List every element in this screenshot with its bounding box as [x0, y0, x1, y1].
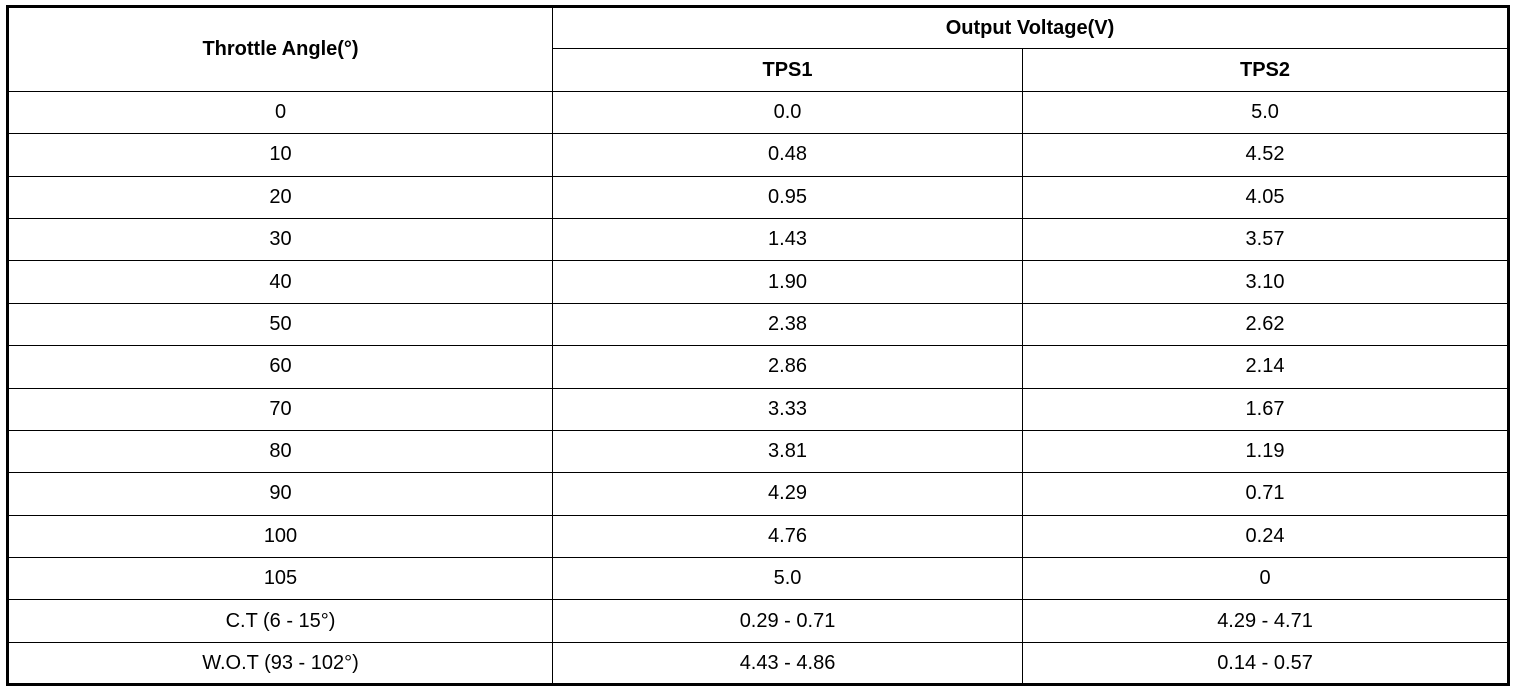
table-cell: 0.48 — [552, 133, 1023, 177]
table-cell: 60 — [7, 345, 553, 389]
table-row: 0 0.0 5.0 — [7, 90, 1509, 135]
table-row: 30 1.43 3.57 — [7, 217, 1509, 262]
table-cell: 105 — [7, 557, 553, 601]
header-row: TPS1 TPS2 — [8, 48, 1509, 92]
table-row: W.O.T (93 - 102°) 4.43 - 4.86 0.14 - 0.57 — [7, 641, 1509, 686]
table-row: 10 0.48 4.52 — [7, 133, 1509, 177]
table-cell: 0.95 — [552, 175, 1023, 219]
table-cell: 2.14 — [1022, 345, 1509, 389]
table-cell: 3.33 — [552, 387, 1023, 431]
table-row: 50 2.38 2.62 — [7, 302, 1509, 347]
header-cell: TPS1 — [552, 48, 1023, 92]
table-cell: 10 — [7, 133, 553, 177]
table-head: Throttle Angle(°) Output Voltage(V) TPS1… — [7, 5, 1509, 92]
table-row: 20 0.95 4.05 — [7, 175, 1509, 219]
table-cell: 50 — [7, 302, 553, 347]
table-row: 40 1.90 3.10 — [7, 260, 1509, 304]
table-row: 90 4.29 0.71 — [7, 472, 1509, 516]
table-cell: 5.0 — [1022, 90, 1509, 135]
table-row: 70 3.33 1.67 — [7, 387, 1509, 431]
table-cell: 1.90 — [552, 260, 1023, 304]
table-cell: W.O.T (93 - 102°) — [7, 641, 553, 686]
table-cell: 3.10 — [1022, 260, 1509, 304]
table-row: 60 2.86 2.14 — [7, 345, 1509, 389]
table-cell: 3.57 — [1022, 217, 1509, 262]
table-cell: 2.62 — [1022, 302, 1509, 347]
table-body: 0 0.0 5.0 10 0.48 4.52 20 0.95 4.05 30 1.43 3.57 40 1… — [7, 90, 1509, 686]
table-row: 100 4.76 0.24 — [7, 514, 1509, 559]
table-cell: 5.0 — [552, 557, 1023, 601]
table-cell: 4.52 — [1022, 133, 1509, 177]
table-cell: 4.43 - 4.86 — [552, 641, 1023, 686]
table-cell: 0 — [1022, 557, 1509, 601]
table-cell: 4.29 — [552, 472, 1023, 516]
table-cell: 0.24 — [1022, 514, 1509, 559]
table-cell: 3.81 — [552, 429, 1023, 474]
header-cell: Throttle Angle(°) — [7, 6, 553, 92]
table-cell: 0.0 — [552, 90, 1023, 135]
header-cell: Output Voltage(V) — [552, 5, 1509, 50]
voltage-table: Throttle Angle(°) Output Voltage(V) TPS1… — [6, 5, 1510, 687]
table-row: C.T (6 - 15°) 0.29 - 0.71 4.29 - 4.71 — [7, 599, 1509, 643]
table-cell: 100 — [7, 514, 553, 559]
header-cell: TPS2 — [1022, 48, 1509, 92]
table-cell: 30 — [7, 217, 553, 262]
header-row: Throttle Angle(°) Output Voltage(V) — [7, 5, 1509, 92]
table-cell: 1.43 — [552, 217, 1023, 262]
table-cell: 1.19 — [1022, 429, 1509, 474]
table-cell: 4.05 — [1022, 175, 1509, 219]
table-row: 80 3.81 1.19 — [7, 429, 1509, 474]
table-cell: C.T (6 - 15°) — [7, 599, 553, 643]
table-cell: 0 — [7, 90, 553, 135]
table-cell: 0.29 - 0.71 — [552, 599, 1023, 643]
table-cell: 0.71 — [1022, 472, 1509, 516]
table-cell: 2.38 — [552, 302, 1023, 347]
table-cell: 4.76 — [552, 514, 1023, 559]
table-cell: 70 — [7, 387, 553, 431]
table-cell: 90 — [7, 472, 553, 516]
table-cell: 4.29 - 4.71 — [1022, 599, 1509, 643]
table-cell: 2.86 — [552, 345, 1023, 389]
table-cell: 20 — [7, 175, 553, 219]
table-cell: 40 — [7, 260, 553, 304]
table-cell: 0.14 - 0.57 — [1022, 641, 1509, 686]
table-cell: 80 — [7, 429, 553, 474]
table-cell: 1.67 — [1022, 387, 1509, 431]
table-row: 105 5.0 0 — [7, 557, 1509, 601]
